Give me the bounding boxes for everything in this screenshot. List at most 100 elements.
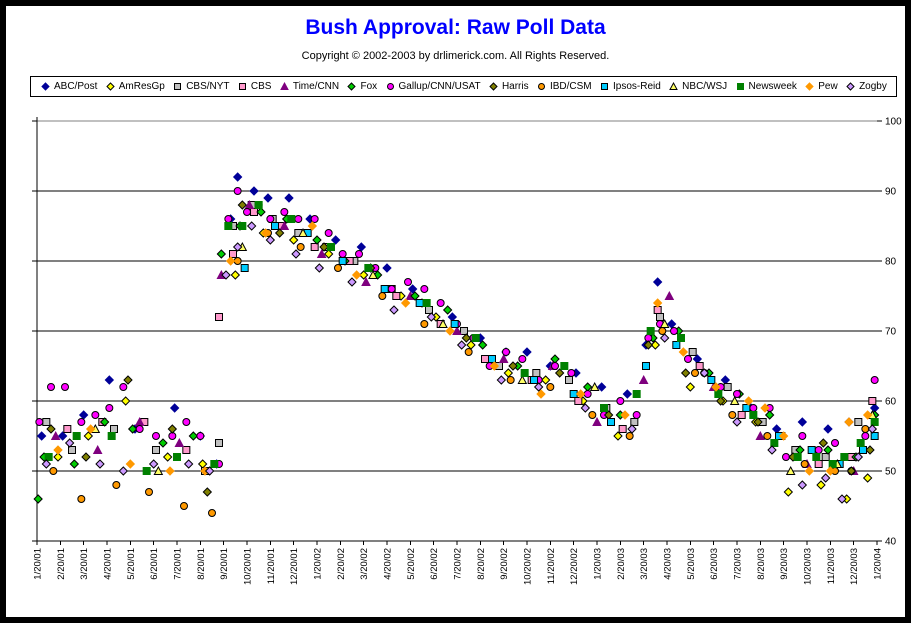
data-point-marker	[785, 465, 796, 475]
data-point-marker	[517, 374, 528, 384]
data-point-marker	[53, 445, 63, 455]
data-point-marker	[520, 369, 529, 377]
svg-text:10/20/02: 10/20/02	[523, 548, 534, 585]
svg-text:2/20/03: 2/20/03	[616, 548, 627, 580]
data-point-marker	[330, 235, 341, 245]
legend-item-cbs: CBS	[237, 81, 271, 92]
data-point-marker	[358, 270, 369, 280]
data-point-marker	[420, 285, 429, 293]
series-cbs-nyt	[42, 201, 863, 475]
svg-text:40: 40	[885, 537, 897, 548]
data-point-marker	[800, 460, 809, 468]
data-point-marker	[81, 452, 91, 462]
data-point-marker	[630, 418, 639, 426]
series-fox	[33, 207, 880, 504]
svg-text:1/20/03: 1/20/03	[593, 548, 604, 580]
data-point-marker	[825, 466, 836, 476]
data-point-marker	[622, 389, 633, 399]
svg-text:50: 50	[885, 467, 897, 478]
svg-text:9/20/02: 9/20/02	[499, 548, 510, 580]
data-point-marker	[364, 264, 373, 272]
data-point-marker	[287, 215, 296, 223]
data-point-marker	[770, 439, 779, 447]
data-point-marker	[216, 249, 227, 259]
data-point-marker	[684, 355, 692, 363]
data-point-marker	[807, 446, 816, 454]
square-marker-icon	[174, 83, 182, 90]
data-point-marker	[720, 375, 731, 385]
data-point-marker	[404, 278, 412, 286]
data-point-marker	[72, 432, 81, 440]
data-point-marker	[664, 290, 675, 300]
circle-marker-icon	[386, 83, 394, 90]
data-point-marker	[695, 362, 704, 370]
data-point-marker	[870, 432, 879, 440]
svg-text:3/20/03: 3/20/03	[639, 548, 650, 580]
data-point-marker	[659, 333, 670, 343]
data-point-marker	[307, 221, 318, 231]
svg-text:5/20/01: 5/20/01	[126, 548, 137, 580]
data-point-marker	[680, 368, 691, 378]
data-point-marker	[567, 369, 576, 377]
svg-text:9/20/01: 9/20/01	[219, 548, 230, 580]
data-point-marker	[230, 270, 241, 280]
data-point-marker	[265, 235, 276, 245]
data-point-marker	[464, 348, 473, 356]
series-amresgp	[53, 228, 873, 504]
svg-text:4/20/02: 4/20/02	[383, 548, 394, 580]
svg-text:100: 100	[885, 117, 902, 128]
data-point-marker	[488, 355, 496, 363]
data-point-marker	[506, 376, 515, 384]
data-point-marker	[44, 453, 53, 461]
data-point-marker	[104, 375, 115, 385]
legend-label: ABC/Post	[54, 81, 98, 92]
axes	[32, 117, 882, 545]
legend-item-harris: Harris	[488, 81, 529, 92]
data-point-marker	[165, 466, 175, 476]
data-point-marker	[489, 361, 500, 371]
data-point-marker	[266, 215, 275, 223]
diamond-marker-icon	[489, 82, 498, 91]
data-point-marker	[816, 480, 826, 490]
data-point-marker	[162, 452, 173, 462]
data-point-marker	[625, 432, 634, 440]
data-point-marker	[107, 432, 116, 440]
svg-text:7/20/02: 7/20/02	[453, 548, 464, 580]
data-point-marker	[862, 473, 873, 483]
data-point-marker	[632, 411, 641, 419]
legend-label: Time/CNN	[292, 81, 340, 92]
data-point-marker	[732, 417, 742, 427]
data-point-marker	[112, 481, 121, 489]
data-point-marker	[152, 446, 160, 454]
data-point-marker	[152, 432, 160, 440]
data-point-marker	[691, 369, 699, 377]
data-point-marker	[580, 403, 591, 413]
data-point-marker	[232, 242, 243, 252]
data-point-marker	[271, 222, 279, 230]
data-point-marker	[215, 439, 223, 447]
data-point-marker	[119, 383, 128, 391]
data-point-marker	[840, 453, 849, 461]
data-point-marker	[33, 494, 43, 504]
data-point-marker	[565, 376, 573, 384]
data-point-marker	[854, 418, 863, 426]
data-point-marker	[246, 221, 257, 231]
legend-item-time-cnn: Time/CNN	[279, 81, 339, 92]
data-point-marker	[204, 466, 215, 476]
svg-text:8/20/03: 8/20/03	[756, 548, 767, 580]
legend-label: CBS/NYT	[186, 81, 230, 92]
data-point-marker	[502, 348, 510, 356]
data-point-marker	[742, 404, 751, 412]
data-point-marker	[589, 381, 600, 391]
data-point-marker	[868, 397, 877, 405]
data-point-marker	[380, 285, 389, 293]
data-point-marker	[466, 340, 476, 350]
data-point-marker	[274, 228, 285, 238]
data-point-marker	[69, 459, 80, 469]
data-point-marker	[540, 375, 551, 385]
data-point-marker	[445, 326, 455, 336]
data-point-marker	[536, 389, 546, 399]
data-point-marker	[105, 404, 114, 412]
data-point-marker	[125, 459, 136, 469]
diamond-marker-icon	[846, 82, 855, 91]
